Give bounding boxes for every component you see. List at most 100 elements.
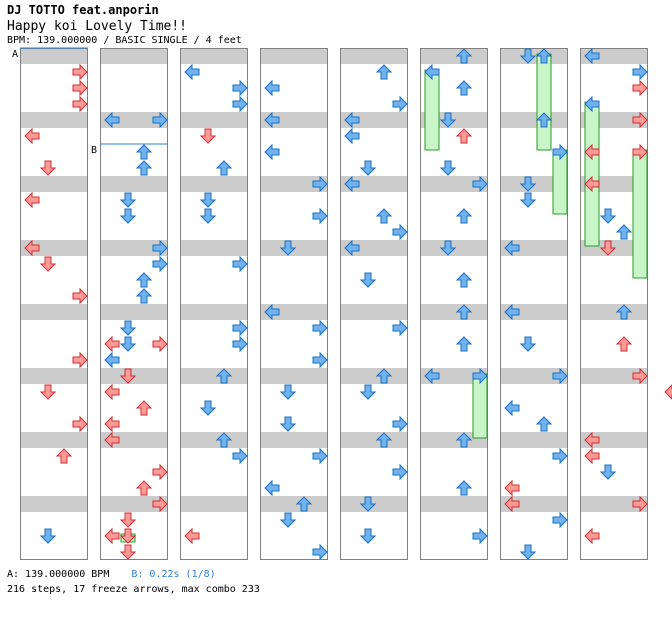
right-arrow-icon <box>152 111 168 129</box>
down-arrow-icon <box>599 240 617 256</box>
right-arrow-icon <box>72 95 88 113</box>
left-arrow-icon <box>584 175 600 193</box>
beat-stripe <box>420 176 488 192</box>
left-arrow-icon <box>344 239 360 257</box>
beat-stripe <box>260 368 328 384</box>
left-arrow-icon <box>264 479 280 497</box>
left-arrow-icon <box>424 367 440 385</box>
left-arrow-icon <box>584 527 600 545</box>
right-arrow-icon <box>392 95 408 113</box>
right-arrow-icon <box>632 111 648 129</box>
right-arrow-icon <box>72 287 88 305</box>
left-arrow-icon <box>344 127 360 145</box>
beat-stripe <box>180 304 248 320</box>
down-arrow-icon <box>599 464 617 480</box>
right-arrow-icon <box>312 447 328 465</box>
right-arrow-icon <box>232 319 248 337</box>
up-arrow-icon <box>615 224 633 240</box>
beat-stripe <box>20 496 88 512</box>
beat-stripe <box>500 304 568 320</box>
up-arrow-icon <box>135 400 153 416</box>
left-arrow-icon <box>104 111 120 129</box>
up-arrow-icon <box>535 48 553 64</box>
left-arrow-icon <box>264 143 280 161</box>
left-arrow-icon <box>104 431 120 449</box>
beat-stripe <box>20 176 88 192</box>
beat-stripe <box>180 240 248 256</box>
beat-stripe <box>500 496 568 512</box>
beat-stripe <box>100 112 168 128</box>
beat-stripe <box>420 368 488 384</box>
beat-stripe <box>500 112 568 128</box>
chart-column <box>500 48 568 560</box>
left-arrow-icon <box>584 95 600 113</box>
left-arrow-icon <box>104 335 120 353</box>
right-arrow-icon <box>392 319 408 337</box>
beat-stripe <box>20 304 88 320</box>
beat-stripe <box>100 176 168 192</box>
left-arrow-icon <box>424 63 440 81</box>
left-arrow-icon <box>344 111 360 129</box>
chart-column <box>100 48 168 560</box>
right-arrow-icon <box>232 95 248 113</box>
right-arrow-icon <box>232 255 248 273</box>
right-arrow-icon <box>632 79 648 97</box>
chart-column <box>420 48 488 560</box>
chart-stats: 216 steps, 17 freeze arrows, max combo 2… <box>7 584 260 595</box>
right-arrow-icon <box>152 239 168 257</box>
bpm-legend: A: 139.000000 BPM B: 0.22s (1/8) <box>7 569 216 580</box>
left-arrow-icon <box>504 495 520 513</box>
beat-stripe <box>180 496 248 512</box>
right-arrow-icon <box>312 543 328 561</box>
left-arrow-icon <box>584 431 600 449</box>
beat-stripe <box>260 48 328 64</box>
left-arrow-icon <box>584 143 600 161</box>
beat-stripe <box>20 112 88 128</box>
down-arrow-icon <box>519 192 537 208</box>
left-arrow-icon <box>104 415 120 433</box>
right-arrow-icon <box>472 367 488 385</box>
beat-stripe <box>420 432 488 448</box>
left-arrow-icon <box>24 127 40 145</box>
left-arrow-icon <box>504 399 520 417</box>
down-arrow-icon <box>39 160 57 176</box>
down-arrow-icon <box>39 256 57 272</box>
beat-stripe <box>580 304 648 320</box>
up-arrow-icon <box>135 272 153 288</box>
left-arrow-icon <box>104 351 120 369</box>
beat-stripe <box>180 176 248 192</box>
down-arrow-icon <box>359 528 377 544</box>
right-arrow-icon <box>552 447 568 465</box>
down-arrow-icon <box>119 512 137 528</box>
freeze-body <box>536 53 552 151</box>
beat-stripe <box>20 368 88 384</box>
down-arrow-icon <box>119 192 137 208</box>
down-arrow-icon <box>519 176 537 192</box>
down-arrow-icon <box>199 208 217 224</box>
right-arrow-icon <box>392 415 408 433</box>
chart-column <box>580 48 648 560</box>
up-arrow-icon <box>215 432 233 448</box>
down-arrow-icon <box>359 272 377 288</box>
left-arrow-icon <box>584 47 600 65</box>
left-arrow-icon <box>24 239 40 257</box>
down-arrow-icon <box>279 416 297 432</box>
down-arrow-icon <box>119 336 137 352</box>
beat-stripe <box>20 240 88 256</box>
beat-stripe <box>100 432 168 448</box>
right-arrow-icon <box>152 255 168 273</box>
right-arrow-icon <box>552 367 568 385</box>
beat-stripe <box>500 368 568 384</box>
beat-stripe <box>500 240 568 256</box>
up-arrow-icon <box>455 432 473 448</box>
up-arrow-icon <box>135 144 153 160</box>
left-arrow-icon <box>504 239 520 257</box>
down-arrow-icon <box>119 320 137 336</box>
right-arrow-icon <box>632 367 648 385</box>
beat-stripe <box>500 432 568 448</box>
beat-stripe <box>180 112 248 128</box>
down-arrow-icon <box>199 400 217 416</box>
right-arrow-icon <box>392 223 408 241</box>
song-title: Happy koi Lovely Time!! <box>7 19 188 34</box>
beat-stripe <box>20 432 88 448</box>
